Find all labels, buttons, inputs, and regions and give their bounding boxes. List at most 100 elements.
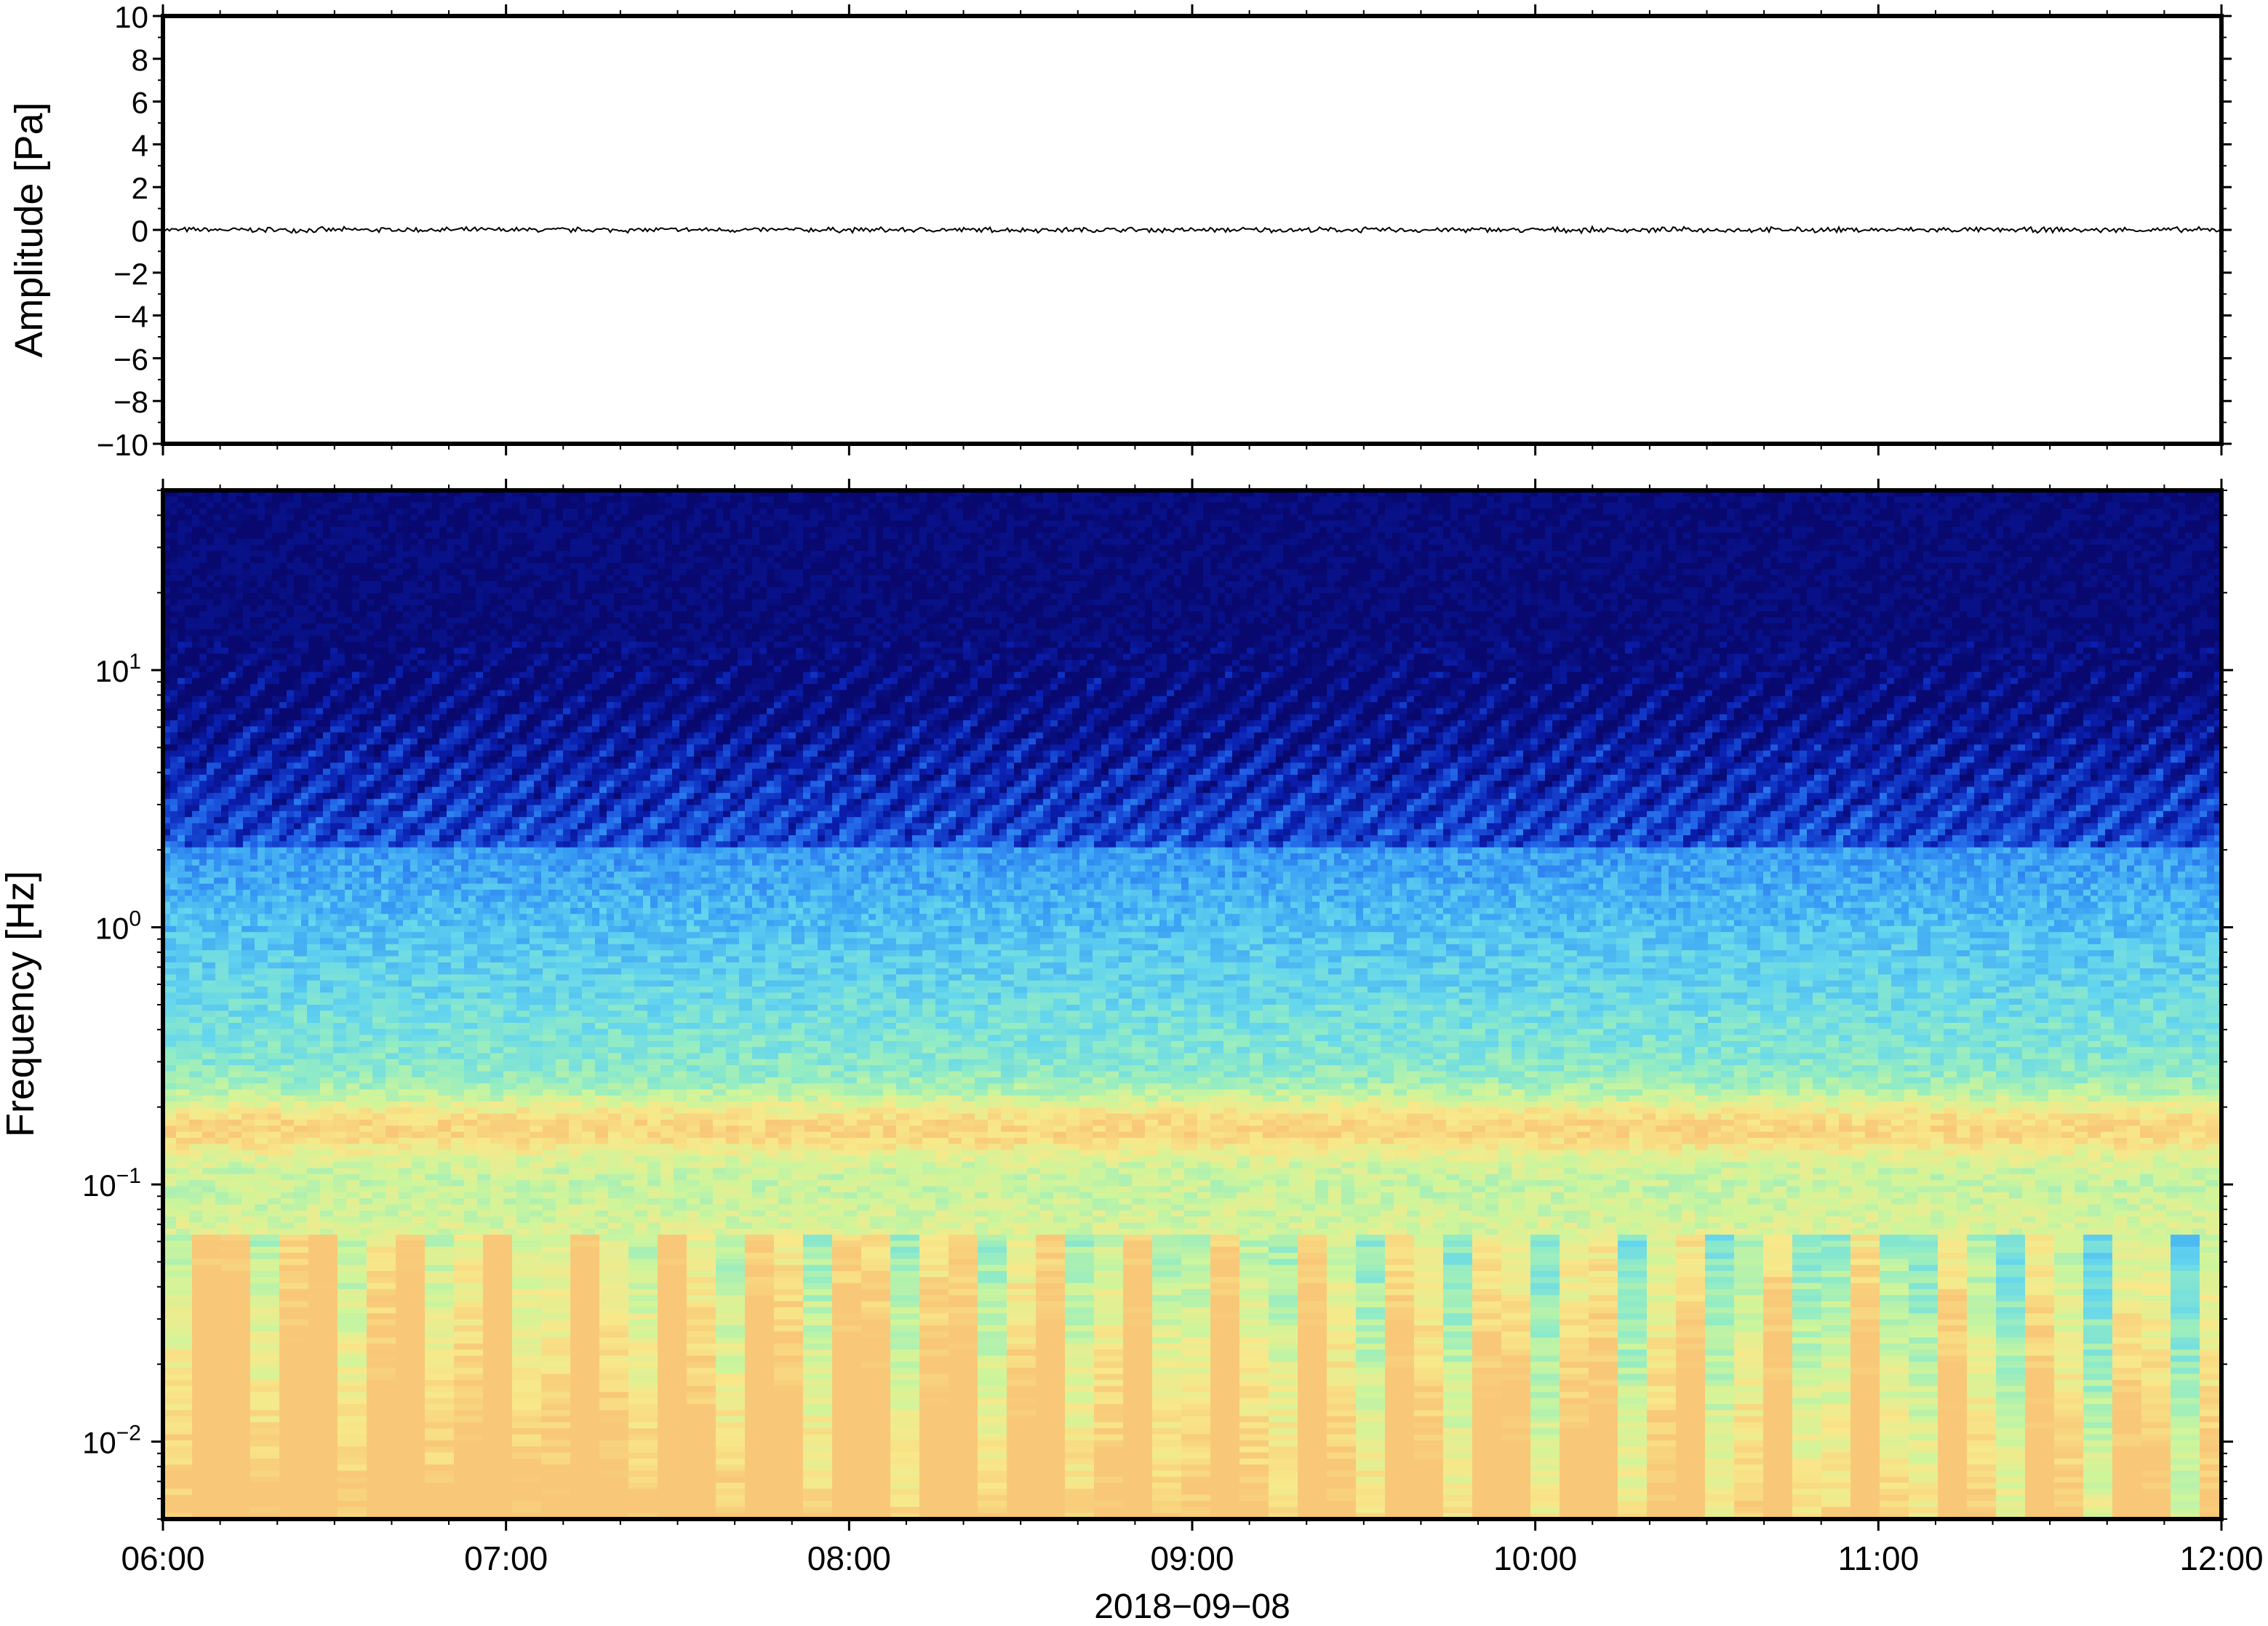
spectrogram-cell — [170, 593, 178, 599]
spectrogram-cell — [1778, 503, 1786, 509]
spectrogram-cell — [1094, 503, 1102, 509]
spectrogram-cell — [2120, 575, 2128, 581]
spectrogram-cell — [512, 557, 520, 563]
spectrogram-cell — [1116, 587, 1124, 594]
spectrogram-cell — [650, 545, 658, 551]
spectrogram-cell — [1836, 545, 1844, 551]
spectrogram-cell — [796, 533, 804, 539]
spectrogram-cell — [1116, 551, 1124, 557]
spectrogram-cell — [774, 545, 782, 551]
spectrogram-cell — [548, 503, 556, 509]
spectrogram-cell — [2105, 551, 2113, 557]
spectrogram-cell — [1683, 521, 1691, 527]
spectrogram-cell — [1290, 496, 1298, 503]
spectrogram-cell — [1029, 527, 1037, 533]
spectrogram-cell — [767, 509, 775, 515]
spectrogram-cell — [1530, 514, 1538, 521]
spectrogram-cell — [803, 557, 811, 563]
spectrogram-cell — [1472, 575, 1480, 581]
spectrogram-cell — [1276, 575, 1284, 581]
spectrogram-cell — [338, 545, 346, 551]
spectrogram-cell — [1370, 569, 1378, 575]
spectrogram-cell — [1603, 575, 1611, 581]
spectrogram-cell — [2083, 533, 2091, 539]
spectrogram-cell — [1487, 563, 1495, 570]
spectrogram-cell — [243, 509, 251, 515]
spectrogram-cell — [978, 563, 986, 570]
spectrogram-cell — [1574, 539, 1582, 546]
spectrogram-cell — [228, 575, 236, 581]
spectrogram-cell — [381, 569, 389, 575]
spectrogram-cell — [2120, 527, 2128, 533]
spectrogram-cell — [185, 563, 193, 570]
spectrogram-cell — [818, 527, 826, 533]
spectrogram-cell — [548, 587, 556, 594]
spectrogram-cell — [788, 587, 796, 594]
spectrogram-cell — [1727, 569, 1735, 575]
spectrogram-cell — [1821, 521, 1829, 527]
spectrogram-cell — [272, 593, 280, 599]
spectrogram-cell — [1298, 521, 1306, 527]
spectrogram-cell — [2054, 575, 2062, 581]
spectrogram-cell — [723, 551, 731, 557]
spectrogram-cell — [1829, 533, 1837, 539]
spectrogram-cell — [1741, 551, 1749, 557]
spectrogram-cell — [1043, 587, 1051, 594]
spectrogram-cell — [323, 569, 331, 575]
spectrogram-cell — [599, 496, 607, 503]
spectrogram-cell — [185, 575, 193, 581]
spectrogram-cell — [1909, 509, 1917, 515]
spectrogram-cell — [301, 539, 309, 546]
spectrogram-cell — [1661, 521, 1669, 527]
spectrogram-cell — [1923, 563, 1931, 570]
spectrogram-cell — [505, 514, 513, 521]
spectrogram-cell — [1043, 575, 1051, 581]
spectrogram-cell — [2207, 503, 2215, 509]
spectrogram-cell — [985, 521, 993, 527]
spectrogram-cell — [1509, 496, 1517, 503]
spectrogram-cell — [883, 539, 891, 546]
spectrogram-cell — [898, 496, 906, 503]
spectrogram-cell — [1734, 563, 1742, 570]
spectrogram-cell — [352, 551, 360, 557]
spectrogram-cell — [228, 509, 236, 515]
spectrogram-cell — [1087, 496, 1095, 503]
spectrogram-cell — [1298, 563, 1306, 570]
spectrogram-cell — [927, 557, 935, 563]
spectrogram-cell — [1989, 539, 1997, 546]
spectrogram-cell — [2192, 569, 2200, 575]
spectrogram-cell — [1523, 527, 1531, 533]
spectrogram-cell — [658, 514, 666, 521]
spectrogram-cell — [1509, 539, 1517, 546]
spectrogram-cell — [1720, 509, 1728, 515]
spectrogram-cell — [1610, 545, 1618, 551]
spectrogram-cell — [883, 587, 891, 594]
spectrogram-cell — [810, 521, 818, 527]
spectrogram-cell — [432, 563, 440, 570]
spectrogram-cell — [1887, 581, 1895, 588]
spectrogram-cell — [1552, 527, 1560, 533]
spectrogram-cell — [1036, 587, 1044, 594]
spectrogram-cell — [1596, 521, 1604, 527]
spectrogram-cell — [2054, 509, 2062, 515]
spectrogram-cell — [1974, 514, 1982, 521]
spectrogram-cell — [716, 503, 724, 509]
spectrogram-cell — [1669, 509, 1677, 515]
spectrogram-cell — [250, 569, 258, 575]
spectrogram-cell — [2120, 545, 2128, 551]
spectrogram-cell — [1181, 569, 1189, 575]
spectrogram-cell — [1225, 557, 1233, 563]
spectrogram-cell — [1007, 545, 1015, 551]
spectrogram-cell — [1203, 569, 1211, 575]
spectrogram-cell — [1843, 514, 1851, 521]
spectrogram-cell — [1734, 557, 1742, 563]
spectrogram-cell — [541, 514, 549, 521]
spectrogram-cell — [919, 587, 927, 594]
spectrogram-cell — [1494, 527, 1502, 533]
spectrogram-cell — [2192, 503, 2200, 509]
spectrogram-cell — [861, 563, 869, 570]
spectrogram-cell — [403, 496, 411, 503]
spectrogram-cell — [1043, 593, 1051, 599]
spectrogram-cell — [1676, 496, 1684, 503]
spectrogram-cell — [1029, 581, 1037, 588]
